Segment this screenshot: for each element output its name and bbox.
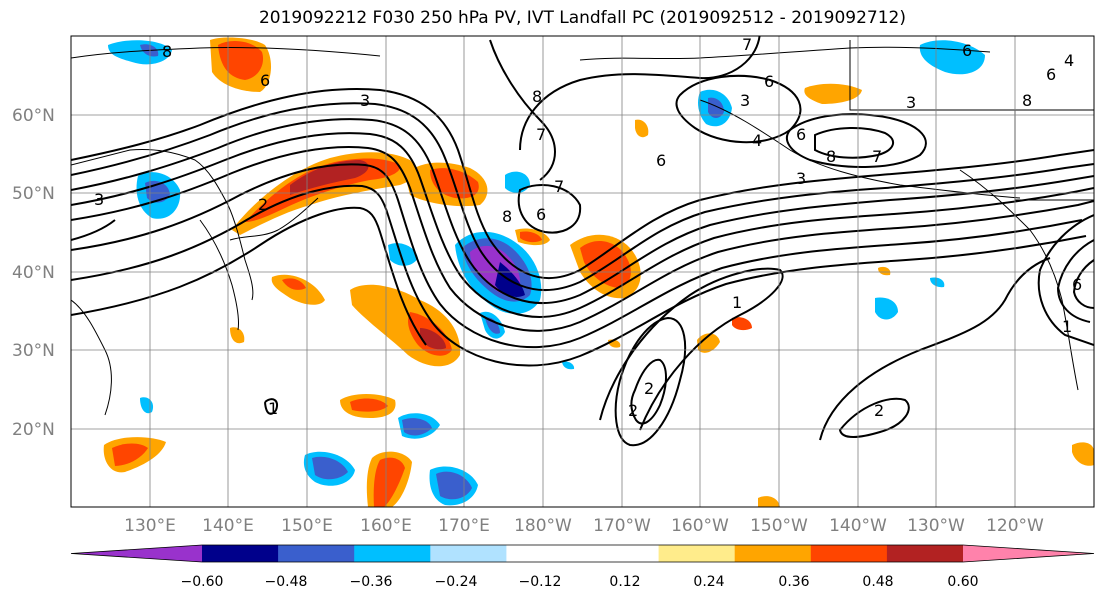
colorbar-extend-min — [71, 545, 202, 562]
colorbar-segment — [886, 545, 964, 562]
lat-label: 30°N — [12, 341, 55, 361]
contour-label: 6 — [536, 205, 546, 224]
contour-label: 1 — [268, 399, 278, 418]
lon-label: 140°W — [829, 516, 887, 536]
colorbar-segment — [354, 545, 431, 562]
colorbar-segment — [658, 545, 736, 562]
colorbar-tick-label: 0.12 — [609, 574, 640, 590]
contour-label: 4 — [752, 131, 762, 150]
lat-label: 20°N — [12, 420, 55, 440]
lon-label: 150°E — [281, 516, 333, 536]
colorbar — [70, 544, 1095, 563]
lon-label: 130°W — [907, 516, 965, 536]
longitude-labels: 130°E 140°E 150°E 160°E 170°E 180°W 170°… — [124, 516, 1044, 536]
lon-label: 160°W — [671, 516, 729, 536]
lon-label: 180°W — [514, 516, 572, 536]
colorbar-segment — [810, 545, 888, 562]
contour-label: 3 — [796, 169, 806, 188]
contour-label: 8 — [502, 207, 512, 226]
colorbar-tick-label: −0.36 — [350, 574, 393, 590]
colorbar-tick-label: 0.36 — [778, 574, 809, 590]
contour-label: 2 — [874, 401, 884, 420]
contour-label: 7 — [742, 35, 752, 54]
colorbar-segment — [278, 545, 355, 562]
contour-label: 8 — [1022, 91, 1032, 110]
lon-label: 130°E — [124, 516, 176, 536]
colorbar-tick-label: −0.60 — [181, 574, 224, 590]
contour-label: 6 — [260, 71, 270, 90]
contour-label: 7 — [872, 147, 882, 166]
colorbar-tick-label: −0.12 — [519, 574, 562, 590]
contour-label: 1 — [1062, 317, 1072, 336]
colorbar-tick-label: 0.24 — [693, 574, 724, 590]
contour-label: 1 — [732, 293, 742, 312]
contour-label: 7 — [536, 125, 546, 144]
contour-label: 3 — [740, 91, 750, 110]
colorbar-tick-label: 0.60 — [947, 574, 978, 590]
map-title: 2019092212 F030 250 hPa PV, IVT Landfall… — [258, 8, 906, 28]
contour-label: 2 — [644, 379, 654, 398]
contour-label: 3 — [360, 91, 370, 110]
colorbar-segment — [202, 545, 279, 562]
latitude-labels: 60°N 50°N 40°N 30°N 20°N — [12, 106, 55, 440]
lat-label: 50°N — [12, 184, 55, 204]
contour-label: 4 — [1064, 51, 1074, 70]
lon-label: 120°W — [986, 516, 1044, 536]
pv-anomaly-fills — [103, 37, 1094, 507]
contour-label: 8 — [162, 42, 172, 61]
lon-label: 150°W — [750, 516, 808, 536]
lat-label: 60°N — [12, 106, 55, 126]
contour-label: 6 — [764, 72, 774, 91]
ivt-contours — [71, 36, 1094, 447]
contour-label: 6 — [962, 41, 972, 60]
contour-label: 2 — [628, 401, 638, 420]
colorbar-segment — [582, 545, 660, 562]
colorbar-outline — [70, 544, 1095, 563]
colorbar-segment — [506, 545, 583, 562]
contour-label: 6 — [796, 125, 806, 144]
contour-label: 3 — [94, 190, 104, 209]
contour-label: 8 — [532, 87, 542, 106]
colorbar-extend-max — [963, 545, 1094, 562]
lat-label: 40°N — [12, 263, 55, 283]
contour-label: 3 — [906, 93, 916, 112]
colorbar-segment — [734, 545, 812, 562]
contour-label: 7 — [554, 177, 564, 196]
graticule — [71, 36, 1094, 507]
contour-label: 6 — [1072, 275, 1082, 294]
colorbar-tick-label: 0.48 — [862, 574, 893, 590]
lon-label: 170°W — [593, 516, 651, 536]
lon-label: 160°E — [360, 516, 412, 536]
plot-frame — [70, 35, 1095, 508]
colorbar-segment — [430, 545, 507, 562]
colorbar-tick-label: −0.24 — [435, 574, 478, 590]
colorbar-tick-labels: −0.60 −0.48 −0.36 −0.24 −0.12 0.12 0.24 … — [181, 574, 979, 590]
lon-label: 140°E — [202, 516, 254, 536]
contour-label: 6 — [1046, 65, 1056, 84]
contour-label: 2 — [258, 195, 268, 214]
contour-labels: 7 6 3 6 8 7 4 6 8 3 3 7 6 2 8 6 6 3 8 7 … — [94, 35, 1082, 420]
lon-label: 170°E — [438, 516, 490, 536]
colorbar-tick-label: −0.48 — [265, 574, 308, 590]
contour-label: 6 — [656, 151, 666, 170]
contour-label: 8 — [826, 147, 836, 166]
